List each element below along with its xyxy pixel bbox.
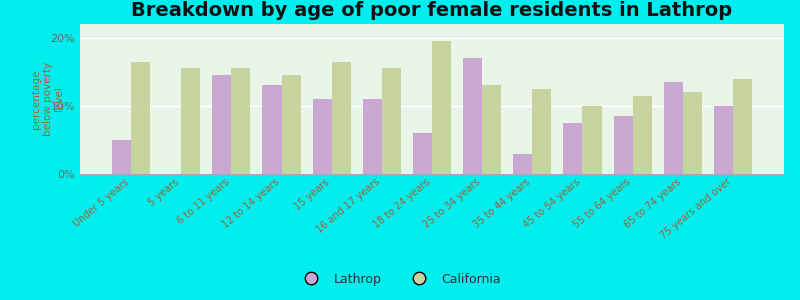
Bar: [382, 68, 401, 174]
Bar: [614, 116, 633, 174]
Bar: [733, 79, 752, 174]
Bar: [682, 92, 702, 174]
Bar: [313, 99, 332, 174]
Bar: [582, 106, 602, 174]
Bar: [212, 75, 231, 174]
Bar: [131, 61, 150, 174]
Bar: [432, 41, 451, 174]
Bar: [714, 106, 733, 174]
Bar: [282, 75, 301, 174]
Bar: [664, 82, 682, 174]
Bar: [362, 99, 382, 174]
Bar: [112, 140, 131, 174]
Legend: Lathrop, California: Lathrop, California: [294, 268, 506, 291]
Bar: [262, 85, 282, 174]
Bar: [514, 154, 532, 174]
Bar: [482, 85, 502, 174]
Bar: [182, 68, 200, 174]
Bar: [563, 123, 582, 174]
Title: Breakdown by age of poor female residents in Lathrop: Breakdown by age of poor female resident…: [131, 1, 733, 20]
Bar: [332, 61, 350, 174]
Bar: [532, 89, 551, 174]
Bar: [463, 58, 482, 174]
Y-axis label: percentage
below poverty
level: percentage below poverty level: [31, 62, 64, 136]
Bar: [633, 96, 652, 174]
Bar: [231, 68, 250, 174]
Bar: [413, 133, 432, 174]
